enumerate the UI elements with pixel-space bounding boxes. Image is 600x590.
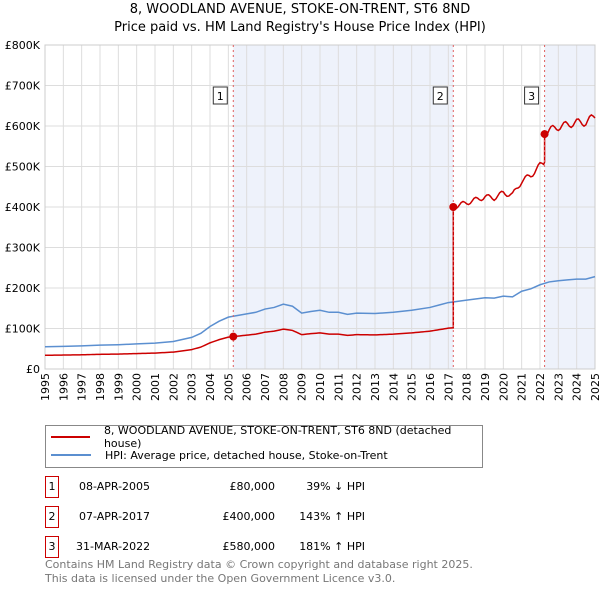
x-tick-label: 2013	[369, 373, 382, 401]
x-tick-label: 1995	[39, 373, 52, 401]
sale-hpi: 39% ↓ HPI	[306, 480, 365, 493]
x-tick-label: 2016	[424, 373, 437, 401]
legend-red-line	[51, 436, 90, 438]
x-tick-label: 2001	[149, 373, 162, 401]
x-tick-label: 2009	[296, 373, 309, 401]
sale-date: 07-APR-2017	[79, 510, 151, 523]
legend-label-hpi: HPI: Average price, detached house, Stok…	[105, 448, 388, 462]
x-tick-label: 2014	[387, 373, 400, 401]
x-tick-label: 1998	[94, 373, 107, 401]
y-tick-label: £0	[26, 363, 40, 376]
y-tick-label: £200K	[5, 282, 41, 295]
sale-hpi: 143% ↑ HPI	[299, 510, 365, 523]
x-tick-label: 2015	[406, 373, 419, 401]
sale-row: 3 31-MAR-2022 £580,000 181% ↑ HPI	[45, 536, 465, 558]
y-tick-label: £600K	[5, 120, 41, 133]
x-tick-label: 2007	[259, 373, 272, 401]
sale-row: 2 07-APR-2017 £400,000 143% ↑ HPI	[45, 506, 465, 528]
x-tick-label: 2002	[167, 373, 180, 401]
sale-point	[449, 203, 458, 211]
legend: 8, WOODLAND AVENUE, STOKE-ON-TRENT, ST6 …	[45, 424, 483, 468]
x-tick-label: 2022	[534, 373, 547, 401]
x-tick-label: 2006	[241, 373, 254, 401]
sale-hpi: 181% ↑ HPI	[299, 540, 365, 553]
chart-title: 8, WOODLAND AVENUE, STOKE-ON-TRENT, ST6 …	[129, 2, 471, 17]
x-tick-label: 2000	[131, 373, 144, 401]
y-tick-label: £800K	[5, 39, 41, 52]
x-tick-label: 2005	[222, 373, 235, 401]
x-tick-label: 2011	[332, 373, 345, 401]
sale-marker-label: 2	[45, 506, 59, 528]
sale-date: 08-APR-2005	[79, 480, 151, 493]
sale-marker-label: 1	[45, 476, 59, 498]
x-tick-label: 1996	[57, 373, 70, 401]
property-price-line	[44, 114, 596, 357]
sale-number: 3	[528, 90, 535, 103]
sale-number: 2	[437, 90, 444, 103]
legend-blue-line	[51, 454, 91, 456]
sale-price: £80,000	[229, 480, 276, 493]
x-tick-label: 2018	[461, 373, 474, 401]
sale-row: 1 08-APR-2005 £80,000 39% ↓ HPI	[45, 476, 465, 498]
hpi-line	[44, 275, 596, 348]
plot-frame	[44, 44, 596, 370]
y-tick-label: £500K	[5, 161, 41, 174]
x-tick-label: 2023	[552, 373, 565, 401]
y-tick-label: £100K	[5, 323, 41, 336]
legend-label-property: 8, WOODLAND AVENUE, STOKE-ON-TRENT, ST6 …	[103, 424, 452, 450]
chart-subtitle: Price paid vs. HM Land Registry's House …	[114, 20, 486, 35]
x-tick-label: 2003	[186, 373, 199, 401]
sale-number-box	[432, 86, 448, 105]
x-tick-label: 2004	[204, 373, 217, 401]
y-tick-label: £700K	[5, 80, 41, 93]
x-tick-label: 2010	[314, 373, 327, 401]
x-tick-label: 1997	[76, 373, 89, 401]
footer: Contains HM Land Registry data © Crown c…	[45, 558, 473, 586]
x-tick-label: 2021	[516, 373, 529, 401]
sale-price: £580,000	[222, 540, 276, 553]
sale-price: £400,000	[222, 510, 276, 523]
x-tick-label: 2024	[571, 373, 584, 401]
price-chart: 1995 1996 1997 1998 1999 2000 2001 2002 2003 2004…	[5, 39, 600, 401]
x-tick-label: 2025	[589, 373, 600, 401]
sale-point	[540, 130, 549, 139]
x-tick-label: 2017	[442, 373, 455, 401]
sale-date: 31-MAR-2022	[76, 540, 151, 553]
sale-number-box	[524, 86, 540, 105]
footer-copyright: Contains HM Land Registry data © Crown c…	[45, 558, 473, 571]
x-tick-label: 2012	[351, 373, 364, 401]
sale-number-box	[212, 86, 228, 105]
sale-marker-label: 3	[45, 536, 59, 558]
sale-number: 1	[217, 90, 224, 103]
sale-point	[229, 332, 238, 341]
x-tick-label: 2020	[497, 373, 510, 401]
footer-licence: This data is licensed under the Open Gov…	[45, 572, 396, 585]
x-tick-label: 1999	[112, 373, 125, 401]
y-tick-label: £300K	[5, 242, 41, 255]
x-tick-label: 2008	[277, 373, 290, 401]
x-tick-label: 2019	[479, 373, 492, 401]
y-tick-label: £400K	[5, 201, 41, 214]
